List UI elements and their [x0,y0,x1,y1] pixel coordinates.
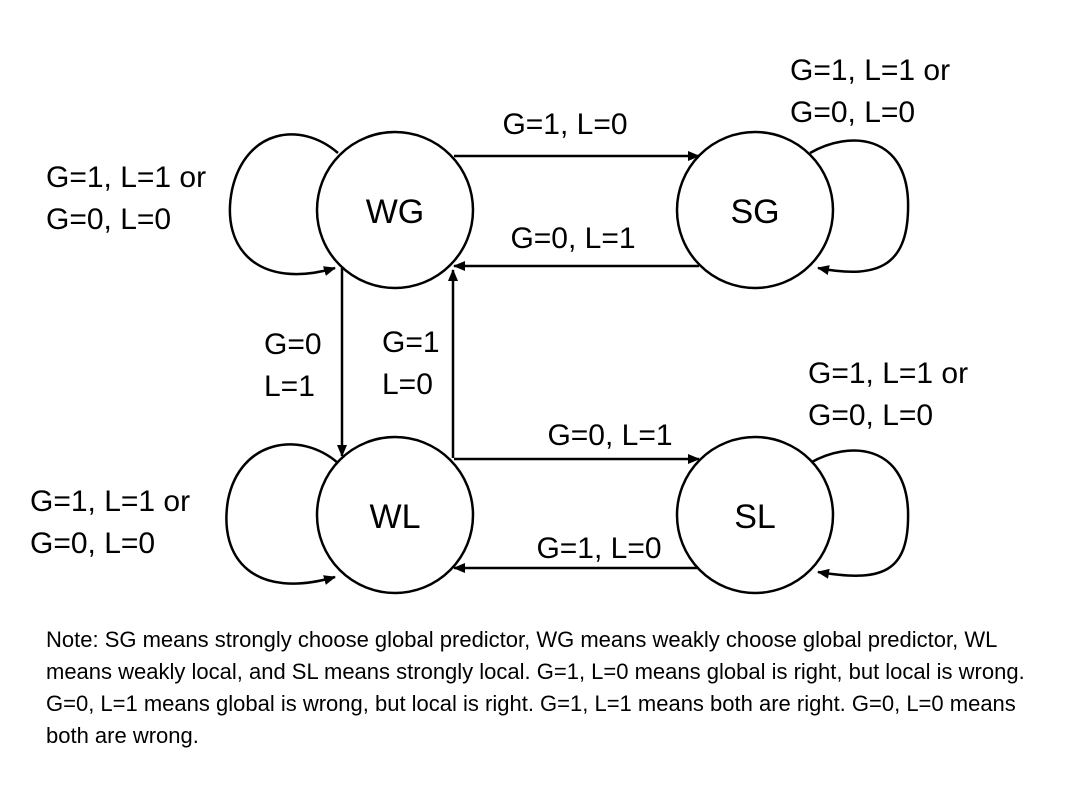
label-sl-loop-line1: G=1, L=1 or [808,357,968,390]
state-sl-label: SL [734,498,776,536]
state-wl-label: WL [370,498,421,536]
label-wl-loop-line2: G=0, L=0 [30,527,155,560]
label-wl-loop-line1: G=1, L=1 or [30,485,190,518]
state-wl: WL [315,435,475,595]
label-sg-loop-line1: G=1, L=1 or [790,54,950,87]
state-diagram: WG SG WL SL G=1, L=0 G=0, L=1 G=0 L=1 G=… [30,54,968,595]
label-wg-to-wl-line1: G=0 [264,328,322,361]
label-wg-to-wl-line2: L=1 [264,370,315,403]
state-sg-label: SG [730,193,779,231]
state-sl: SL [675,435,835,595]
sl-self-loop [809,449,910,579]
state-wg-label: WG [366,193,425,231]
label-wg-loop-line1: G=1, L=1 or [46,161,206,194]
label-sg-loop-line2: G=0, L=0 [790,96,915,129]
sg-self-loop [809,139,910,275]
label-wl-to-sl: G=0, L=1 [547,419,672,452]
label-wg-loop-line2: G=0, L=0 [46,203,171,236]
label-sl-to-wl: G=1, L=0 [536,532,661,565]
label-sl-loop-line2: G=0, L=0 [808,399,933,432]
label-wl-to-wg-line2: L=0 [382,368,433,401]
label-wl-to-wg-line1: G=1 [382,326,440,359]
state-sg: SG [675,130,835,290]
wg-self-loop [228,133,339,276]
label-wg-to-sg: G=1, L=0 [502,108,627,141]
diagram-note: Note: SG means strongly choose global pr… [46,627,1025,748]
state-wg: WG [315,130,475,290]
label-sg-to-wg: G=0, L=1 [510,222,635,255]
wl-self-loop [225,443,339,585]
